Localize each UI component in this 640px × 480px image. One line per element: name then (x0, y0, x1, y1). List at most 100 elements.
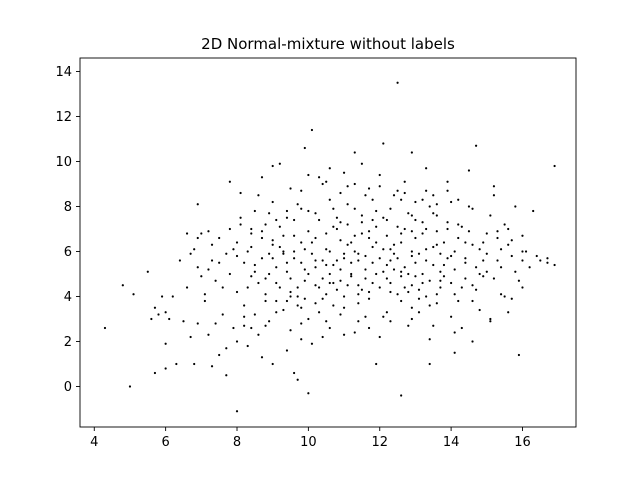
data-point (264, 324, 267, 327)
data-point (207, 230, 210, 233)
data-points (103, 81, 556, 413)
data-point (289, 277, 292, 280)
data-point (342, 252, 346, 255)
data-point (378, 335, 381, 339)
y-tick-label: 6 (64, 245, 72, 260)
data-point (218, 236, 221, 240)
data-point (243, 315, 246, 318)
y-axis: 0 2 4 6 8 10 12 14 (55, 65, 80, 395)
data-point (517, 353, 521, 357)
data-point (375, 225, 378, 228)
data-point (260, 236, 264, 240)
data-point (346, 223, 349, 226)
data-point (496, 236, 499, 240)
data-point (385, 311, 388, 314)
data-point (210, 243, 214, 246)
data-point (342, 171, 346, 174)
data-point (303, 297, 306, 300)
data-point (371, 198, 374, 201)
data-point (264, 299, 267, 303)
data-point (410, 230, 413, 233)
data-point (325, 320, 328, 323)
data-point (325, 263, 328, 267)
data-point (446, 257, 449, 260)
data-point (439, 279, 442, 282)
data-point (350, 241, 353, 244)
data-point (382, 216, 385, 219)
data-point (317, 218, 321, 222)
data-point (321, 297, 324, 300)
data-point (296, 378, 299, 381)
data-point (325, 248, 328, 251)
data-point (442, 241, 446, 244)
data-point (285, 270, 289, 273)
data-point (360, 232, 363, 235)
data-point (360, 221, 363, 224)
data-point (153, 371, 157, 375)
x-tick-label: 12 (371, 435, 388, 450)
data-point (235, 290, 239, 294)
data-point (321, 182, 324, 186)
data-point (307, 230, 310, 233)
data-point (346, 243, 349, 246)
data-point (150, 317, 153, 321)
data-point (293, 250, 296, 253)
data-point (235, 340, 239, 343)
data-point (328, 167, 331, 170)
data-point (425, 227, 428, 231)
data-point (510, 297, 513, 300)
data-point (428, 279, 431, 282)
data-point (546, 257, 549, 260)
data-point (232, 326, 235, 330)
data-point (314, 236, 317, 240)
data-point (300, 306, 303, 309)
data-point (346, 284, 349, 287)
data-point (328, 198, 331, 201)
data-point (342, 295, 346, 298)
data-point (467, 205, 471, 208)
data-point (307, 317, 310, 321)
data-point (382, 315, 385, 318)
data-point (432, 212, 435, 215)
data-point (435, 214, 438, 217)
data-point (246, 286, 249, 289)
data-point (285, 349, 289, 352)
x-tick-label: 10 (300, 435, 317, 450)
data-point (464, 277, 467, 280)
data-point (364, 194, 367, 197)
data-point (364, 254, 367, 258)
data-point (328, 281, 331, 285)
data-point (514, 205, 517, 208)
data-point (228, 227, 231, 231)
data-point (239, 216, 242, 219)
data-point (314, 212, 317, 215)
data-point (453, 351, 456, 354)
data-point (428, 338, 431, 341)
data-point (375, 241, 378, 244)
data-point (207, 268, 210, 271)
data-point (471, 207, 474, 210)
data-point (346, 203, 349, 206)
data-point (210, 259, 214, 262)
data-point (407, 324, 410, 327)
data-point (243, 304, 246, 307)
data-point (367, 236, 371, 240)
data-point (496, 230, 499, 233)
y-tick-label: 4 (64, 290, 72, 305)
data-point (232, 248, 235, 251)
data-point (300, 322, 303, 325)
data-point (417, 252, 421, 255)
data-point (385, 234, 388, 237)
data-point (300, 207, 303, 210)
data-point (435, 230, 438, 233)
data-point (432, 245, 435, 249)
data-point (428, 362, 431, 366)
data-point (271, 243, 274, 246)
data-point (414, 236, 417, 240)
data-point (225, 347, 228, 350)
data-point (410, 284, 413, 287)
data-point (403, 286, 406, 289)
data-point (375, 362, 378, 366)
data-point (392, 252, 396, 255)
data-point (350, 275, 353, 278)
